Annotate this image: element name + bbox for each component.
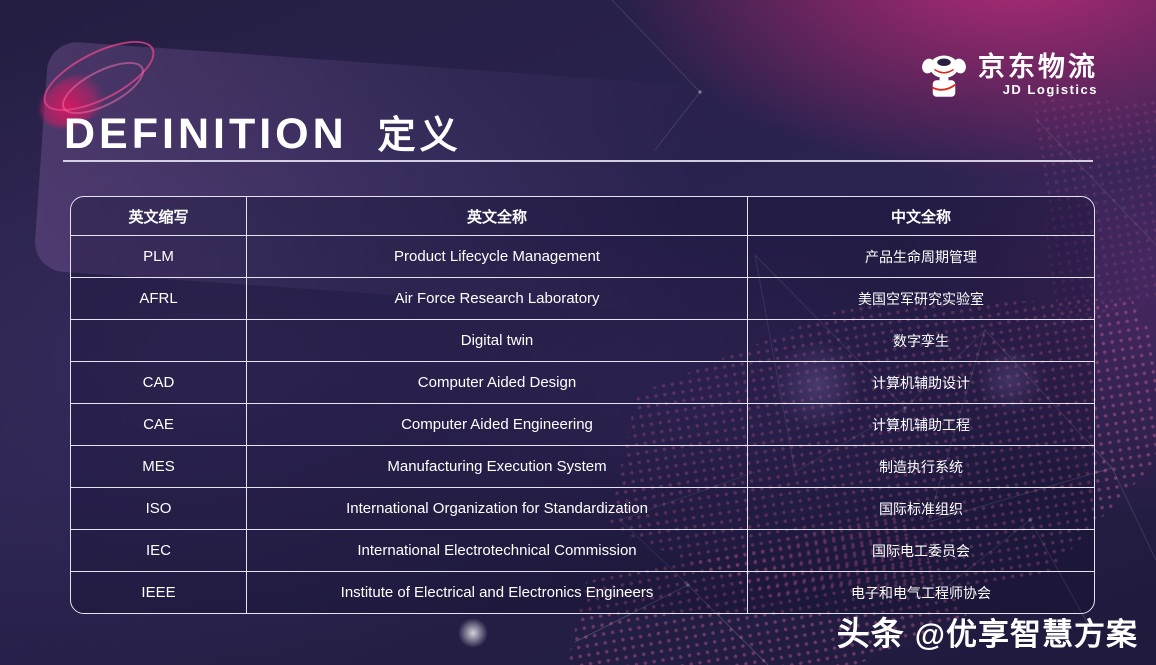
- bright-dot-glow: [458, 618, 488, 648]
- header-abbr: 英文缩写: [71, 197, 246, 235]
- cell-en: International Electrotechnical Commissio…: [246, 530, 747, 571]
- cell-zh: 计算机辅助工程: [747, 404, 1094, 445]
- table-row: CAD Computer Aided Design 计算机辅助设计: [71, 361, 1094, 403]
- header-zh-fullname: 中文全称: [747, 197, 1094, 235]
- header-en-fullname: 英文全称: [246, 197, 747, 235]
- cell-en: Air Force Research Laboratory: [246, 278, 747, 319]
- title-chinese: 定义: [377, 115, 462, 157]
- title-underline: [63, 160, 1093, 162]
- table-row: IEC International Electrotechnical Commi…: [71, 529, 1094, 571]
- cell-abbr: CAD: [71, 362, 246, 403]
- cell-abbr: PLM: [71, 236, 246, 277]
- watermark-handle: @优享智慧方案: [914, 617, 1138, 652]
- cell-abbr: [71, 320, 246, 361]
- cell-en: Computer Aided Design: [246, 362, 747, 403]
- definitions-table: 英文缩写 英文全称 中文全称 PLM Product Lifecycle Man…: [70, 196, 1095, 614]
- logo-name-zh: 京东物流: [978, 51, 1098, 82]
- cell-zh: 制造执行系统: [747, 446, 1094, 487]
- cell-abbr: IEC: [71, 530, 246, 571]
- cell-zh: 数字孪生: [747, 320, 1094, 361]
- cell-zh: 计算机辅助设计: [747, 362, 1094, 403]
- cell-zh: 产品生命周期管理: [747, 236, 1094, 277]
- cell-abbr: CAE: [71, 404, 246, 445]
- jd-dog-mascot-icon: [922, 55, 966, 97]
- cell-en: Manufacturing Execution System: [246, 446, 747, 487]
- logo-name-en: JD Logistics: [1002, 82, 1098, 98]
- jd-logistics-logo: 京东物流 JD Logistics: [920, 50, 1098, 100]
- cell-zh: 电子和电气工程师协会: [747, 572, 1094, 613]
- cell-en: Computer Aided Engineering: [246, 404, 747, 445]
- table-row: PLM Product Lifecycle Management 产品生命周期管…: [71, 235, 1094, 277]
- cell-abbr: MES: [71, 446, 246, 487]
- table-row: CAE Computer Aided Engineering 计算机辅助工程: [71, 403, 1094, 445]
- table-row: MES Manufacturing Execution System 制造执行系…: [71, 445, 1094, 487]
- cell-abbr: ISO: [71, 488, 246, 529]
- watermark-brand: 头条: [836, 615, 905, 652]
- table-row: AFRL Air Force Research Laboratory 美国空军研…: [71, 277, 1094, 319]
- watermark: 头条 @优享智慧方案: [837, 607, 1138, 655]
- cell-en: Product Lifecycle Management: [246, 236, 747, 277]
- table-row: Digital twin 数字孪生: [71, 319, 1094, 361]
- cell-zh: 国际电工委员会: [747, 530, 1094, 571]
- cell-en: International Organization for Standardi…: [246, 488, 747, 529]
- title-english: DEFINITION: [64, 110, 348, 158]
- cell-en: Digital twin: [246, 320, 747, 361]
- cell-zh: 国际标准组织: [747, 488, 1094, 529]
- table-row: IEEE Institute of Electrical and Electro…: [71, 571, 1094, 613]
- cell-abbr: IEEE: [71, 572, 246, 613]
- table-row: ISO International Organization for Stand…: [71, 487, 1094, 529]
- cell-en: Institute of Electrical and Electronics …: [246, 572, 747, 613]
- jd-logo-text: 京东物流 JD Logistics: [978, 51, 1098, 98]
- table-header-row: 英文缩写 英文全称 中文全称: [71, 197, 1094, 235]
- cell-zh: 美国空军研究实验室: [747, 278, 1094, 319]
- page-title: DEFINITION 定义: [64, 104, 462, 159]
- cell-abbr: AFRL: [71, 278, 246, 319]
